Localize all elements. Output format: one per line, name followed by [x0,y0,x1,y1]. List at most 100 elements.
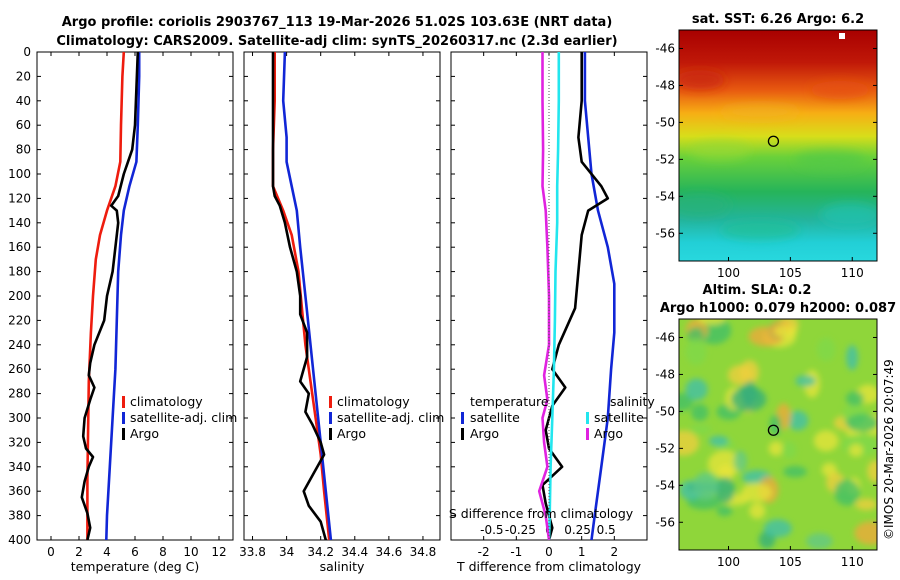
sla-blob [845,391,864,406]
x-tick-label: 2 [75,545,83,559]
legend-label-satellite: satellite-adj. clim [130,410,237,425]
series-line-satellite-adj-clim [105,52,141,541]
map-y-tick-label: -54 [655,189,675,203]
sla-blob [846,345,859,371]
y-tick-label: 220 [8,313,31,327]
legend-swatch-climatology [329,396,332,408]
y-tick-label: 20 [16,69,31,83]
sla-blob [849,443,863,457]
difference-xlabel-top: S difference from climatology [449,506,634,521]
sla-map-title-line-2: Argo h1000: 0.079 h2000: 0.087 [660,301,896,316]
sst-missing-cell [839,33,845,39]
legend-label-climatology: climatology [337,394,410,409]
sla-blob [867,460,877,483]
x-tick-label: 33.8 [239,545,266,559]
legend-swatch-climatology [122,396,125,408]
sst-map [679,30,877,261]
legend-swatch-s-argo [586,428,589,440]
sla-blob [715,476,735,504]
sla-blob [816,337,836,362]
difference-legend: temperature satellite Argo salinity sate… [461,394,655,441]
copyright-timestamp: ©IMOS 20-Mar-2026 20:07:49 [882,359,896,540]
x-tick-label: 10 [183,545,198,559]
sla-blob [731,386,767,412]
legend-swatch-satellite [329,412,332,424]
sla-blob [774,324,798,338]
temperature-series [80,51,141,541]
x-tick-label: 34.4 [341,545,368,559]
sla-blob [691,404,709,421]
sla-blob [787,410,809,431]
x-tick-label-top: 0.25 [564,523,591,537]
sla-blob [685,378,708,401]
map-y-tick-label: -54 [655,478,675,492]
map-y-tick-label: -48 [655,78,675,92]
x-tick-label: 12 [211,545,226,559]
difference-series [537,52,616,541]
y-tick-label: 400 [8,533,31,547]
y-tick-label: 280 [8,387,31,401]
title-line-1: Argo profile: coriolis 2903767_113 19-Ma… [62,15,613,30]
map-y-tick-label: -48 [655,367,675,381]
legend-swatch-argo [329,428,332,440]
y-tick-label: 60 [16,118,31,132]
series-line-argo [271,52,328,541]
salinity-legend: climatology satellite-adj. clim Argo [329,394,444,441]
sla-blob [769,414,782,436]
series-line-t-argo [541,52,610,541]
sla-blob [783,465,807,478]
series-line-climatology [86,51,126,540]
sla-blob [689,424,712,435]
temperature-xlabel: temperature (deg C) [71,559,200,574]
y-tick-label: 180 [8,265,31,279]
legend-label-t-argo: Argo [470,426,499,441]
sla-blob [749,502,766,519]
series-line-t-satellite [583,52,616,541]
sla-blob [687,327,704,343]
y-tick-label: 40 [16,94,31,108]
y-tick-label: 0 [23,45,31,59]
y-tick-label: 260 [8,362,31,376]
legend-label-climatology: climatology [130,394,203,409]
sla-blob [741,482,772,502]
sla-blob [806,533,833,550]
sla-map-frame [678,318,878,551]
series-line-argo [80,51,140,541]
sla-blob [768,441,784,456]
salinity-xlabel: salinity [320,559,365,574]
legend-swatch-argo [122,428,125,440]
map-x-tick-label: 105 [779,555,802,569]
sst-map-ticks: 100 105 110 -46 -48 -50 -52 -54 -56 [655,41,877,280]
y-tick-label: 240 [8,338,31,352]
y-tick-label: 300 [8,411,31,425]
salinity-ticks: 33.8 34 34.2 34.4 34.6 34.8 [239,51,440,559]
y-tick-label: 340 [8,460,31,474]
legend-swatch-s-satellite [586,412,589,424]
sla-blob [707,450,742,478]
x-tick-label: 6 [131,545,139,559]
legend-label-s-satellite: satellite [594,410,644,425]
sla-blob [855,498,877,511]
map-y-tick-label: -56 [655,515,675,529]
sla-blob [692,472,719,500]
x-tick-label: 34 [279,545,294,559]
title-line-2: Climatology: CARS2009. Satellite-adj cli… [56,34,617,49]
x-tick-label: 34.6 [376,545,403,559]
map-x-tick-label: 110 [841,266,864,280]
map-y-tick-label: -46 [655,41,675,55]
sla-blob [854,521,877,545]
x-tick-label: 8 [159,545,167,559]
sla-blob [733,450,748,472]
sla-blob [679,430,700,456]
sla-blob [763,519,792,538]
map-y-tick-label: -52 [655,152,675,166]
sla-texture [679,319,877,550]
sla-map-title-line-1: Altim. SLA: 0.2 [703,283,812,298]
x-tick-label: -2 [478,545,490,559]
y-tick-label: 360 [8,484,31,498]
sst-map-title: sat. SST: 6.26 Argo: 6.2 [692,12,864,27]
y-tick-label: 320 [8,435,31,449]
map-y-tick-label: -56 [655,226,675,240]
sla-blob [698,319,726,325]
sla-blob [795,375,816,387]
